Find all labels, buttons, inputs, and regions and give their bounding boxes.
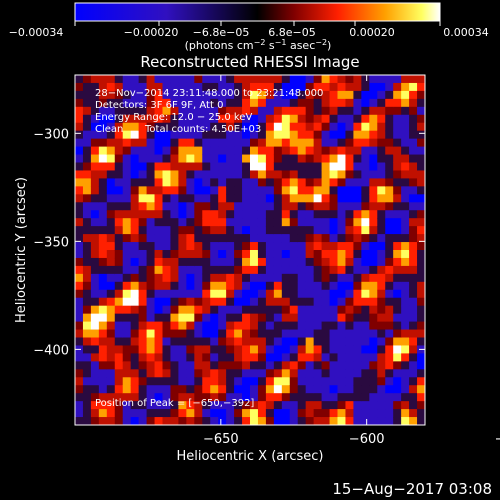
y-tick-label: −300 [33, 127, 69, 142]
annotation-energy: Energy Range: 12.0 − 25.0 keV [95, 112, 252, 123]
footer-date: 15−Aug−2017 03:08 [332, 480, 492, 498]
y-tick-label: −350 [33, 235, 69, 250]
colorbar-tick-label: −0.00020 [124, 26, 179, 39]
x-tick-label: −550 [495, 432, 500, 447]
chart-title: Reconstructed RHESSI Image [140, 53, 359, 71]
annotation-total-counts: Total counts: 4.50E+03 [144, 124, 261, 135]
colorbar-tick-label: −0.00034 [9, 26, 64, 39]
heatmap-cells [75, 75, 425, 425]
x-tick-label: −600 [349, 432, 385, 447]
colorbar-ticks [74, 21, 441, 26]
y-tick-label: −400 [33, 343, 69, 358]
y-axis-label: Heliocentric Y (arcsec) [14, 177, 29, 323]
annotation-peak-position: Position of Peak = [−650,−392] [95, 398, 254, 409]
plot-frame [74, 74, 426, 426]
colorbar-tick-label: −6.8e−05 [193, 26, 250, 39]
annotation-detectors: Detectors: 3F 6F 9F, Att 0 [95, 100, 223, 111]
colorbar-unit: (photons cm−2 s−1 asec−2) [185, 38, 332, 52]
y-axis-ticks: −300 −350 −400 [33, 127, 425, 358]
annotation-time-range: 28−Nov−2014 23:11:48.000 to 23:21:48.000 [95, 88, 323, 99]
colorbar [74, 2, 441, 22]
annotation-clean: Clean [95, 124, 123, 135]
colorbar-tick-label: 0.00020 [349, 26, 395, 39]
colorbar-tick-label: 0.00034 [443, 26, 489, 39]
x-axis-ticks: −650 −600 −550 [203, 75, 500, 447]
x-tick-label: −650 [203, 432, 239, 447]
colorbar-tick-label: 6.8e−05 [268, 26, 315, 39]
x-axis-label: Heliocentric X (arcsec) [177, 449, 324, 464]
